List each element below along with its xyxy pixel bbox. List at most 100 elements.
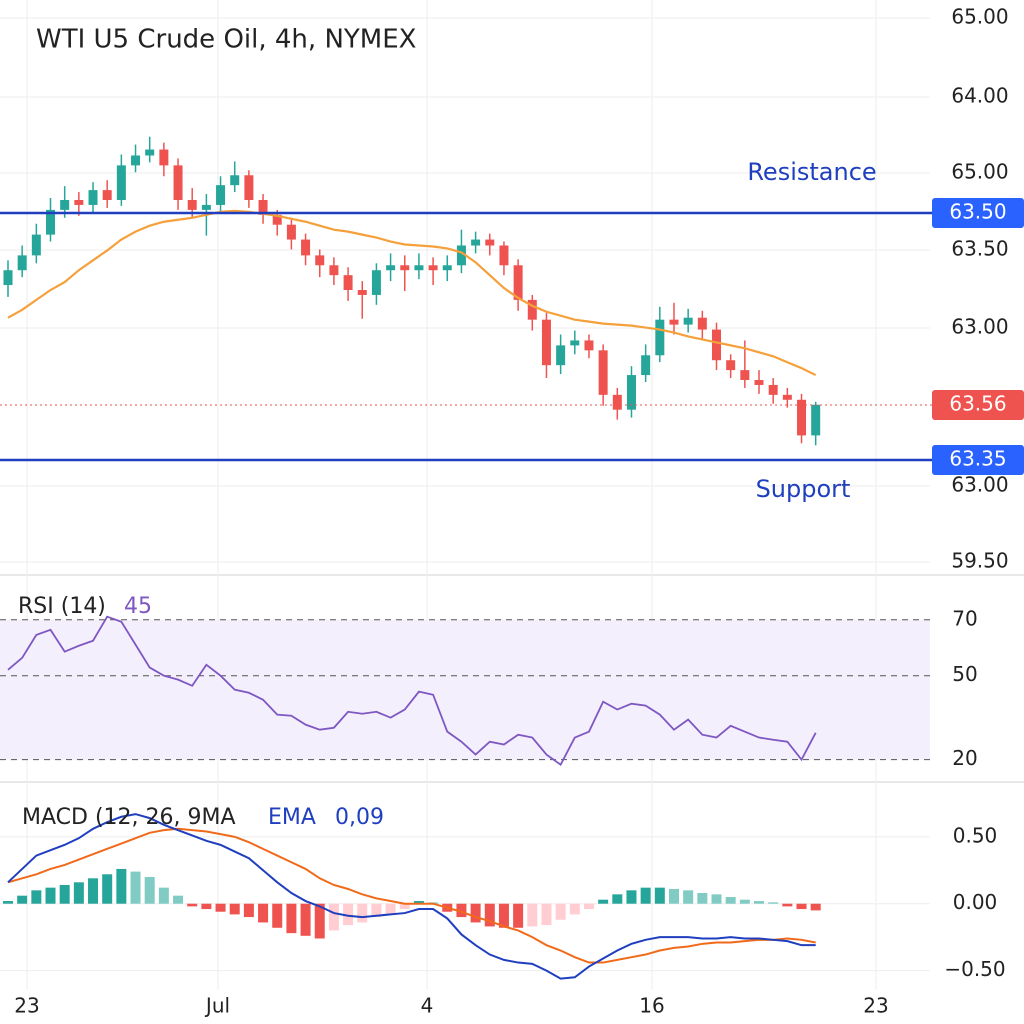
candle-body	[201, 204, 211, 210]
y-tick-label: −0.50	[944, 957, 1005, 981]
histogram-bar	[314, 903, 325, 939]
histogram-bar	[569, 903, 580, 915]
panel-title: MACD (12, 26, 9MA	[22, 805, 236, 830]
histogram-bar	[498, 903, 509, 928]
level-name: Support	[756, 475, 851, 503]
candle-body	[527, 299, 537, 320]
candle-body	[697, 317, 707, 330]
moving-average-line	[7, 209, 817, 377]
histogram-bar	[810, 903, 821, 911]
candle-body	[343, 275, 353, 290]
histogram-bar	[258, 903, 269, 923]
candle-body	[782, 394, 792, 400]
last-price-tag	[932, 390, 1024, 420]
candle-body	[683, 317, 693, 325]
candle-body	[230, 175, 240, 186]
candle-body	[712, 329, 721, 361]
histogram-bar	[357, 903, 368, 923]
histogram-bar	[456, 903, 467, 918]
candle-body	[669, 319, 679, 325]
level-name: Resistance	[747, 158, 876, 186]
macd-line	[7, 813, 816, 980]
histogram-bar	[555, 903, 566, 920]
candle-body	[428, 265, 438, 271]
level-tag-label: 63.50	[949, 200, 1006, 224]
candle-body	[400, 265, 410, 271]
histogram-bar	[711, 894, 722, 904]
candle-body	[641, 355, 651, 376]
histogram-bar	[102, 874, 113, 904]
histogram-bar	[371, 903, 382, 918]
candle-body	[386, 265, 396, 271]
y-tick-label: 70	[952, 606, 977, 630]
price-axis-label: 63.50	[951, 237, 1008, 261]
panel-value: 45	[124, 594, 152, 619]
candle-body	[258, 199, 268, 215]
histogram-bar	[470, 903, 481, 923]
histogram-bar	[626, 890, 637, 904]
histogram-bar	[541, 903, 552, 926]
x-axis-label: Jul	[204, 994, 230, 1018]
candle-body	[187, 199, 197, 210]
histogram-bar	[59, 884, 70, 904]
candle-body	[329, 265, 339, 276]
price-axis-label: 63.00	[951, 473, 1008, 497]
histogram-bar	[527, 903, 538, 927]
signal-line	[7, 827, 816, 964]
price-axis-label: 59.50	[951, 549, 1008, 573]
panel-value: 0,09	[335, 805, 384, 830]
x-axis-label: 4	[421, 994, 434, 1018]
y-tick-label: 20	[952, 746, 977, 770]
price-axis-label: 65.00	[951, 160, 1008, 184]
candle-body	[541, 319, 551, 366]
histogram-bar	[130, 871, 141, 904]
candle-body	[726, 360, 736, 371]
candle-body	[499, 245, 509, 266]
histogram-bar	[243, 903, 254, 918]
candle-body	[301, 239, 311, 256]
candle-body	[442, 265, 452, 271]
candle-body	[371, 270, 381, 295]
histogram-bar	[413, 901, 424, 904]
histogram-bar	[328, 903, 339, 931]
candle-body	[471, 239, 481, 246]
histogram-bar	[754, 901, 765, 904]
histogram-bar	[201, 903, 212, 910]
candle-body	[216, 185, 226, 205]
price-axis-label: 63.00	[951, 315, 1008, 339]
histogram-bar	[782, 903, 793, 907]
histogram-bar	[640, 887, 651, 904]
histogram-bar	[768, 902, 779, 904]
histogram-bar	[583, 903, 594, 910]
candle-body	[131, 155, 141, 166]
histogram-bar	[116, 868, 127, 904]
histogram-bar	[17, 895, 28, 904]
candle-body	[598, 350, 608, 395]
x-axis-label: 16	[639, 994, 664, 1018]
histogram-bar	[300, 903, 311, 936]
candle-body	[740, 370, 750, 381]
last-price-label: 63.56	[949, 392, 1006, 416]
histogram-bar	[668, 888, 679, 904]
histogram-bar	[598, 899, 609, 904]
histogram-bar	[45, 887, 56, 904]
price-axis-label: 65.00	[951, 5, 1008, 29]
candle-body	[272, 214, 282, 225]
candle-body	[88, 190, 98, 205]
histogram-bar	[286, 903, 297, 934]
candle-body	[116, 165, 126, 200]
x-axis-label: 23	[14, 994, 39, 1018]
candle-body	[173, 165, 183, 200]
candle-body	[244, 175, 254, 200]
histogram-bar	[31, 890, 42, 904]
histogram-bar	[272, 903, 283, 928]
candle-body	[626, 375, 636, 410]
candle-body	[811, 404, 821, 436]
x-axis-label: 23	[863, 994, 888, 1018]
histogram-bar	[385, 903, 396, 915]
candle-body	[485, 239, 495, 246]
histogram-bar	[697, 893, 708, 904]
panel-subtitle: EMA	[268, 805, 316, 830]
